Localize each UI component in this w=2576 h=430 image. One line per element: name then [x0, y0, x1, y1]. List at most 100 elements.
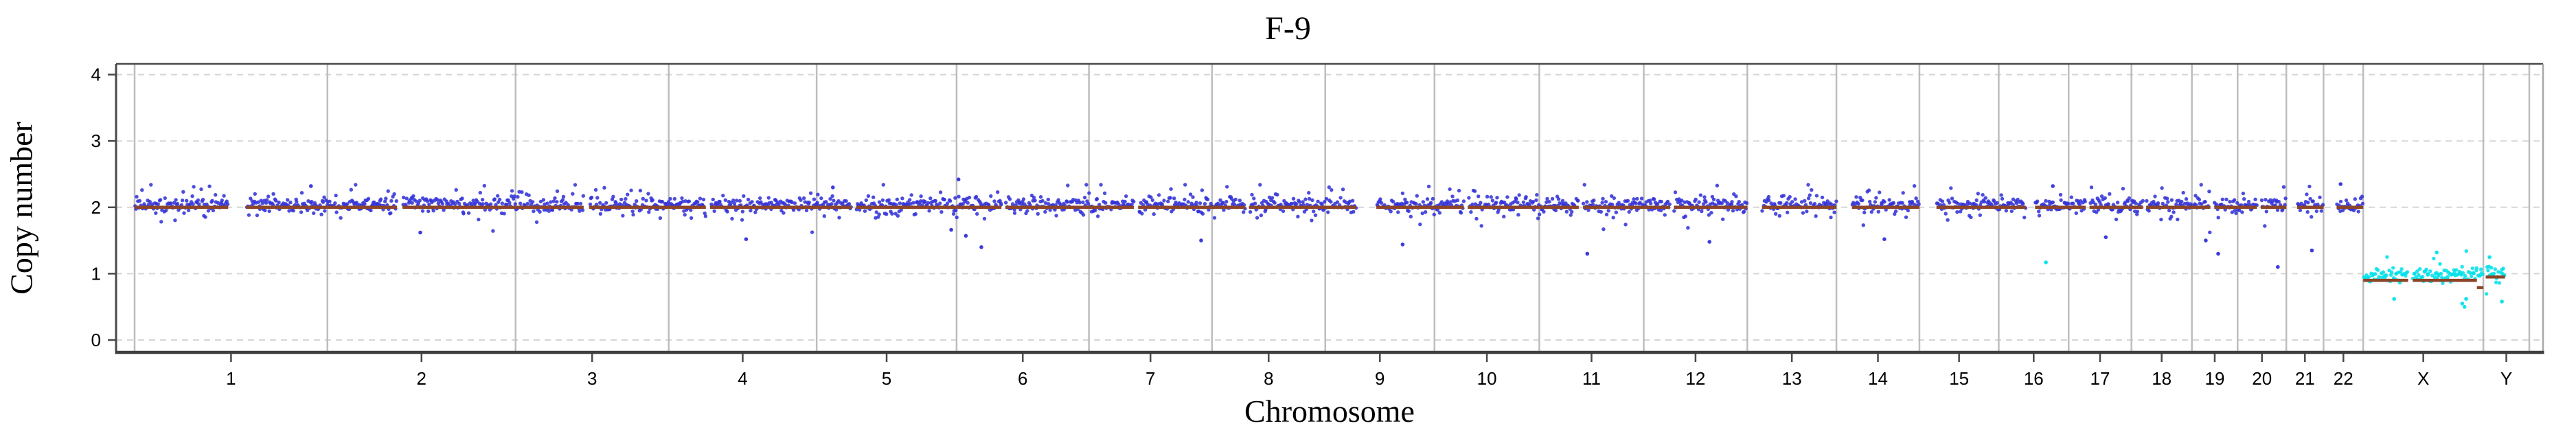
data-point — [1130, 202, 1134, 207]
data-point — [426, 209, 431, 214]
data-point — [1307, 196, 1312, 201]
data-point — [1914, 196, 1918, 201]
data-point — [1474, 216, 1479, 221]
data-point — [957, 194, 961, 199]
data-point — [328, 199, 332, 203]
data-point — [436, 201, 440, 205]
data-point — [1814, 214, 1818, 218]
data-point — [938, 201, 942, 205]
data-point — [453, 202, 457, 206]
data-point — [2486, 269, 2490, 273]
data-point — [2184, 197, 2189, 201]
data-point — [1586, 208, 1591, 212]
x-tick-label-10: 10 — [1477, 368, 1497, 389]
data-point — [288, 201, 293, 205]
data-point — [1950, 196, 1954, 201]
data-point — [1004, 201, 1008, 205]
data-point — [2417, 273, 2421, 277]
data-point — [1869, 210, 1873, 214]
data-point — [1232, 203, 1237, 207]
data-point — [2058, 192, 2063, 197]
data-point — [1270, 196, 1275, 200]
data-point — [349, 188, 353, 192]
data-point — [1610, 194, 1614, 199]
data-point — [389, 199, 394, 203]
data-point — [830, 194, 834, 199]
data-point — [1448, 200, 1452, 204]
data-point — [1829, 215, 1833, 220]
y-tick-label-3: 3 — [91, 131, 101, 151]
data-point — [1320, 203, 1324, 207]
data-point — [1788, 194, 1792, 199]
data-point — [955, 215, 959, 220]
data-point — [1221, 201, 1225, 205]
data-point — [2306, 201, 2310, 205]
data-point — [513, 202, 517, 206]
data-point — [1623, 223, 1628, 227]
data-point — [1183, 183, 1187, 187]
data-point — [1082, 195, 1087, 200]
data-point — [928, 196, 933, 201]
data-point — [1634, 201, 1638, 205]
data-point — [2376, 268, 2380, 272]
data-point — [2141, 199, 2145, 203]
data-point — [1744, 201, 1749, 205]
data-point — [982, 216, 987, 221]
data-point — [1760, 209, 1764, 213]
data-point — [1316, 199, 1320, 203]
outlier-point — [2216, 251, 2220, 256]
outlier-point — [831, 185, 835, 190]
x-tick-label-11: 11 — [1582, 368, 1601, 389]
data-point — [942, 197, 947, 202]
data-point — [2338, 199, 2343, 204]
data-point — [1310, 198, 1314, 203]
data-point — [2153, 194, 2157, 199]
x-tick-label-14: 14 — [1868, 368, 1888, 389]
data-point — [1564, 210, 1569, 214]
data-point — [2426, 272, 2430, 276]
data-point — [159, 220, 163, 224]
data-point — [363, 202, 367, 206]
data-point — [2051, 200, 2055, 205]
data-point — [898, 201, 902, 205]
data-point — [815, 201, 819, 205]
data-point — [1255, 216, 1259, 220]
data-point — [460, 196, 464, 201]
data-point — [1978, 213, 1982, 217]
data-point — [1238, 199, 1242, 203]
data-point — [1156, 193, 1161, 197]
data-point — [2494, 280, 2498, 284]
data-point — [1531, 199, 1536, 204]
data-point — [1445, 199, 1450, 203]
data-point — [731, 199, 736, 203]
data-point — [1081, 200, 1085, 205]
data-point — [180, 199, 185, 203]
data-point — [1104, 201, 1108, 205]
data-point — [989, 194, 993, 199]
data-point — [1959, 210, 1963, 214]
data-point — [1702, 195, 1707, 199]
data-point — [1711, 197, 1716, 202]
data-point — [1582, 183, 1586, 187]
data-point — [2009, 209, 2014, 214]
data-point — [1378, 197, 1382, 201]
data-point — [1801, 211, 1805, 215]
data-point — [1291, 196, 1296, 201]
data-point — [2115, 201, 2120, 205]
data-point — [703, 214, 708, 218]
data-point — [1012, 211, 1017, 215]
data-point — [650, 198, 654, 202]
x-tick-label-18: 18 — [2152, 368, 2172, 389]
data-point — [2135, 212, 2139, 216]
data-point — [604, 201, 608, 205]
data-point — [953, 196, 957, 200]
data-point — [512, 194, 516, 199]
data-point — [2207, 190, 2211, 194]
data-point — [578, 209, 582, 213]
data-point — [966, 201, 970, 205]
data-point — [323, 209, 327, 213]
data-point — [626, 192, 630, 196]
data-point — [1983, 196, 1987, 200]
data-point — [1659, 208, 1663, 212]
data-point — [730, 216, 734, 221]
